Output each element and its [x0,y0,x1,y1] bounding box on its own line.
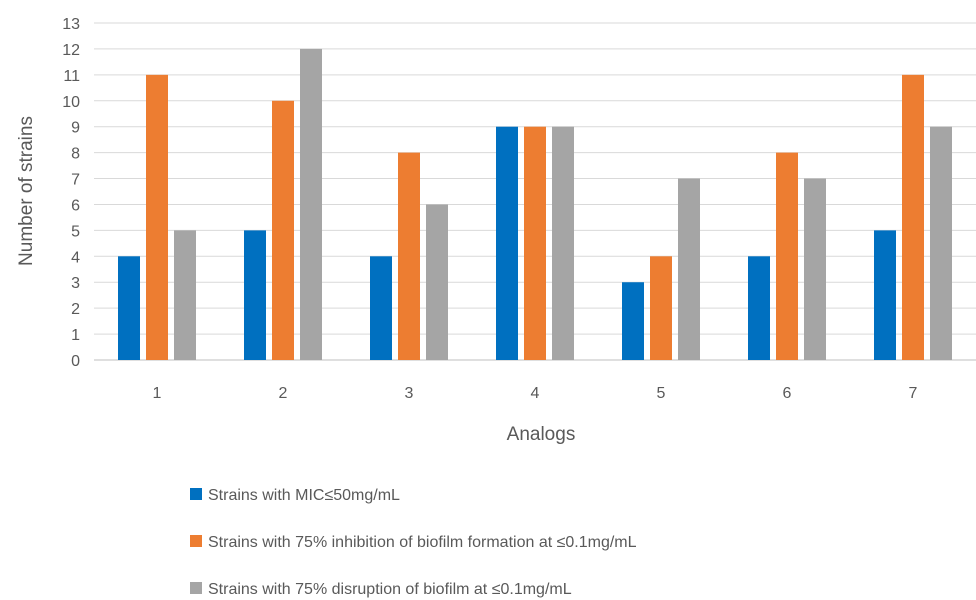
y-tick-label: 3 [71,275,80,292]
bar-series-1-analog-7 [874,230,896,360]
bar-series-2-analog-1 [146,74,168,360]
y-tick-label: 12 [62,42,80,59]
bar-series-2-analog-4 [524,126,546,360]
x-tick-label: 3 [405,385,414,402]
x-tick-label: 2 [279,385,288,402]
x-tick-label: 7 [909,385,918,402]
y-tick-label: 1 [71,327,80,344]
bar-series-1-analog-6 [748,256,770,360]
y-tick-label: 7 [71,172,80,189]
bar-series-3-analog-2 [300,48,322,361]
y-axis-title: Number of strains [16,116,37,266]
bar-series-2-analog-7 [902,74,924,360]
y-tick-label: 2 [71,301,80,318]
bar-series-3-analog-1 [174,230,196,360]
y-tick-label: 0 [71,353,80,370]
legend-label: Strains with 75% inhibition of biofilm f… [208,534,637,551]
x-tick-label: 1 [153,385,162,402]
bar-series-3-analog-3 [426,204,448,360]
bar-series-2-analog-6 [776,152,798,360]
y-tick-label: 10 [62,94,80,111]
bar-series-1-analog-1 [118,256,140,360]
y-tick-label: 6 [71,197,80,214]
legend-swatch [190,535,202,547]
bars [118,48,952,361]
bar-series-1-analog-3 [370,256,392,360]
y-tick-label: 4 [71,249,80,266]
x-tick-label: 6 [783,385,792,402]
legend: Strains with MIC≤50mg/mL Strains with 75%… [190,487,637,598]
legend-label: Strains with 75% disruption of biofilm a… [208,581,572,598]
x-axis-ticks: 1 2 3 4 5 6 7 [153,385,918,402]
legend-swatch [190,488,202,500]
x-tick-label: 5 [657,385,666,402]
y-tick-label: 9 [71,120,80,137]
x-tick-label: 4 [531,385,540,402]
y-tick-label: 8 [71,146,80,163]
x-axis-title: Analogs [507,424,576,445]
bar-series-1-analog-4 [496,126,518,360]
bar-series-2-analog-5 [650,256,672,360]
legend-label: Strains with MIC≤50mg/mL [208,487,400,504]
bar-series-1-analog-2 [244,230,266,360]
bar-series-2-analog-3 [398,152,420,360]
bar-series-3-analog-5 [678,178,700,360]
bar-series-2-analog-2 [272,100,294,361]
bar-series-3-analog-4 [552,126,574,360]
y-tick-label: 13 [62,16,80,33]
y-tick-label: 11 [63,68,80,85]
bar-series-3-analog-7 [930,126,952,360]
legend-swatch [190,582,202,594]
bar-series-3-analog-6 [804,178,826,360]
y-tick-label: 5 [71,223,80,240]
bar-series-1-analog-5 [622,282,644,360]
